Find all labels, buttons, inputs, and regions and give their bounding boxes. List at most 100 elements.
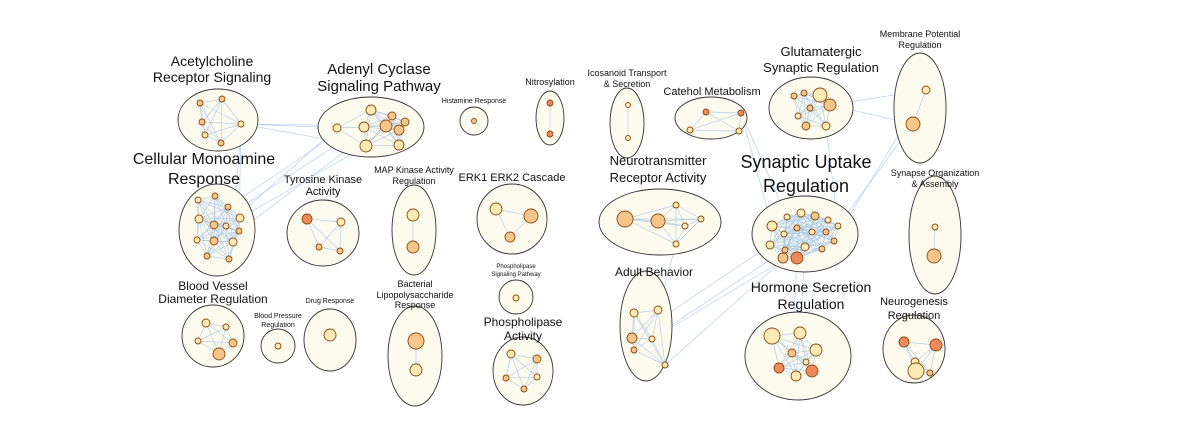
gene-set-node[interactable]	[650, 213, 666, 229]
gene-set-node[interactable]	[781, 246, 789, 254]
gene-set-node[interactable]	[800, 242, 810, 252]
gene-set-node[interactable]	[905, 116, 921, 132]
gene-set-node[interactable]	[737, 109, 745, 117]
gene-set-node[interactable]	[393, 124, 405, 136]
gene-set-node[interactable]	[822, 228, 830, 236]
gene-set-node[interactable]	[194, 337, 202, 345]
gene-set-node[interactable]	[661, 361, 669, 369]
gene-set-node[interactable]	[808, 228, 816, 236]
gene-set-node[interactable]	[359, 139, 373, 153]
gene-set-node[interactable]	[194, 214, 204, 224]
gene-set-node[interactable]	[506, 349, 516, 359]
gene-set-node[interactable]	[793, 224, 801, 232]
gene-set-node[interactable]	[387, 111, 397, 121]
gene-set-node[interactable]	[523, 208, 539, 224]
gene-set-node[interactable]	[332, 123, 342, 133]
gene-set-node[interactable]	[358, 121, 370, 133]
gene-set-node[interactable]	[520, 385, 528, 393]
gene-set-node[interactable]	[406, 240, 420, 254]
gene-set-node[interactable]	[616, 210, 634, 228]
gene-set-node[interactable]	[787, 348, 797, 358]
gene-set-node[interactable]	[629, 308, 639, 318]
gene-set-node[interactable]	[193, 236, 201, 244]
gene-set-node[interactable]	[931, 223, 939, 231]
gene-set-node[interactable]	[800, 89, 808, 97]
gene-set-node[interactable]	[406, 208, 420, 222]
gene-set-node[interactable]	[780, 230, 788, 238]
gene-set-node[interactable]	[773, 362, 785, 374]
gene-set-node[interactable]	[802, 358, 810, 366]
gene-set-node[interactable]	[735, 127, 743, 135]
gene-set-node[interactable]	[336, 217, 346, 227]
gene-set-node[interactable]	[209, 236, 219, 246]
gene-set-node[interactable]	[504, 231, 516, 243]
gene-set-node[interactable]	[225, 255, 233, 263]
gene-set-node[interactable]	[502, 374, 510, 382]
gene-set-node[interactable]	[796, 208, 806, 218]
gene-set-node[interactable]	[653, 305, 663, 315]
gene-set-node[interactable]	[672, 201, 680, 209]
gene-set-node[interactable]	[790, 251, 804, 265]
gene-set-node[interactable]	[765, 240, 775, 250]
gene-set-node[interactable]	[801, 121, 811, 131]
gene-set-node[interactable]	[201, 318, 211, 328]
gene-set-node[interactable]	[235, 227, 243, 235]
gene-set-node[interactable]	[766, 220, 778, 232]
gene-set-node[interactable]	[630, 346, 638, 354]
gene-set-node[interactable]	[686, 126, 694, 134]
gene-set-node[interactable]	[201, 131, 209, 139]
gene-set-node[interactable]	[907, 362, 925, 380]
gene-set-node[interactable]	[546, 130, 554, 138]
gene-set-node[interactable]	[672, 240, 680, 248]
gene-set-node[interactable]	[194, 196, 202, 204]
gene-set-node[interactable]	[793, 326, 807, 340]
gene-set-node[interactable]	[626, 332, 638, 344]
gene-set-node[interactable]	[365, 104, 377, 116]
gene-set-node[interactable]	[763, 327, 781, 345]
gene-set-node[interactable]	[805, 364, 819, 378]
gene-set-node[interactable]	[834, 222, 842, 230]
gene-set-node[interactable]	[323, 328, 337, 342]
gene-set-node[interactable]	[471, 118, 477, 124]
gene-set-node[interactable]	[217, 139, 225, 147]
gene-set-node[interactable]	[336, 247, 344, 255]
gene-set-node[interactable]	[489, 202, 503, 216]
gene-set-node[interactable]	[818, 245, 826, 253]
gene-set-node[interactable]	[222, 222, 230, 230]
gene-set-node[interactable]	[235, 213, 245, 223]
gene-set-node[interactable]	[218, 95, 226, 103]
gene-set-node[interactable]	[697, 215, 705, 223]
gene-set-node[interactable]	[211, 192, 219, 200]
gene-set-node[interactable]	[809, 343, 823, 357]
gene-set-node[interactable]	[409, 363, 423, 377]
gene-set-node[interactable]	[393, 139, 405, 151]
gene-set-node[interactable]	[222, 323, 230, 331]
gene-set-node[interactable]	[926, 369, 934, 377]
gene-set-node[interactable]	[790, 92, 798, 100]
gene-set-node[interactable]	[228, 338, 238, 348]
gene-set-node[interactable]	[926, 248, 942, 264]
gene-set-node[interactable]	[198, 118, 206, 126]
gene-set-node[interactable]	[512, 294, 520, 302]
gene-set-node[interactable]	[625, 102, 631, 108]
gene-set-node[interactable]	[203, 252, 211, 260]
gene-set-node[interactable]	[929, 338, 943, 352]
gene-set-node[interactable]	[400, 117, 410, 127]
gene-set-node[interactable]	[702, 108, 710, 116]
gene-set-node[interactable]	[821, 121, 831, 131]
gene-set-node[interactable]	[407, 332, 425, 350]
gene-set-node[interactable]	[812, 87, 828, 103]
gene-set-node[interactable]	[806, 104, 814, 112]
gene-set-node[interactable]	[921, 85, 931, 95]
gene-set-node[interactable]	[810, 211, 820, 221]
gene-set-node[interactable]	[794, 112, 802, 120]
gene-set-node[interactable]	[823, 98, 837, 112]
gene-set-node[interactable]	[681, 222, 689, 230]
gene-set-node[interactable]	[783, 213, 791, 221]
gene-set-node[interactable]	[546, 99, 554, 107]
gene-set-node[interactable]	[830, 237, 838, 245]
gene-set-node[interactable]	[228, 237, 238, 247]
gene-set-node[interactable]	[274, 342, 282, 350]
gene-set-node[interactable]	[898, 336, 910, 348]
gene-set-node[interactable]	[824, 216, 832, 224]
